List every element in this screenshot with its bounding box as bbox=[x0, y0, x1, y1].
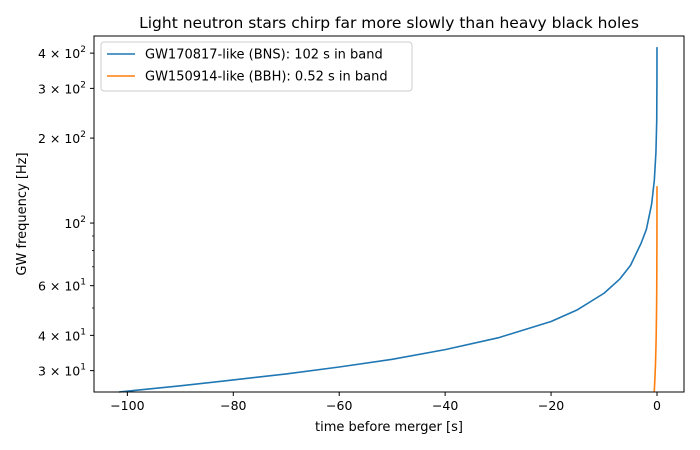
legend-label-bbh: GW150914-like (BBH): 0.52 s in band bbox=[145, 70, 388, 85]
y-tick-label: 102 bbox=[64, 215, 86, 231]
x-axis-label: time before merger [s] bbox=[315, 420, 463, 435]
series-line-1 bbox=[653, 186, 658, 393]
x-tick-label: −40 bbox=[432, 398, 458, 413]
chart-title: Light neutron stars chirp far more slowl… bbox=[139, 14, 639, 32]
y-tick-label: 6 × 101 bbox=[38, 278, 86, 294]
y-tick-label: 2 × 102 bbox=[38, 130, 86, 146]
y-tick-label: 3 × 101 bbox=[38, 363, 86, 379]
plot-lines bbox=[118, 47, 658, 393]
y-tick-label: 4 × 101 bbox=[38, 327, 86, 343]
legend: GW170817-like (BNS): 102 s in band GW150… bbox=[100, 41, 413, 92]
series-line-0 bbox=[118, 47, 658, 393]
legend-box bbox=[100, 41, 413, 92]
plot-frame bbox=[93, 35, 685, 393]
x-tick-label: −20 bbox=[538, 398, 564, 413]
x-tick-label: −100 bbox=[110, 398, 144, 413]
x-tick-label: 0 bbox=[653, 398, 661, 413]
y-tick-label: 4 × 102 bbox=[38, 45, 86, 61]
legend-label-bns: GW170817-like (BNS): 102 s in band bbox=[145, 48, 383, 63]
y-axis-label: GW frequency [Hz] bbox=[15, 152, 30, 275]
x-axis: −100 −80 −60 −40 −20 0 bbox=[110, 392, 661, 413]
x-tick-label: −60 bbox=[326, 398, 352, 413]
x-tick-label: −80 bbox=[220, 398, 246, 413]
y-axis: 3 × 101 4 × 101 6 × 101 102 2 × 102 3 × 102 4 … bbox=[38, 45, 94, 379]
y-tick-label: 3 × 102 bbox=[38, 80, 86, 96]
